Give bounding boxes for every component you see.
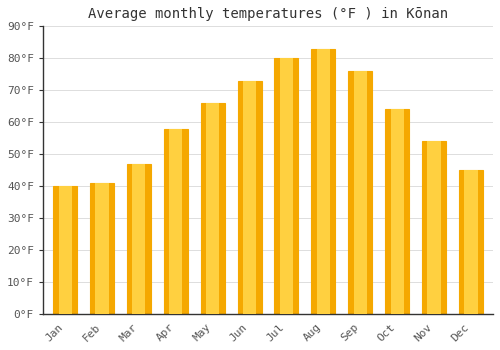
Bar bbox=[354, 71, 367, 314]
Bar bbox=[238, 80, 262, 314]
Bar bbox=[385, 110, 409, 314]
Bar bbox=[206, 103, 220, 314]
Bar bbox=[53, 186, 77, 314]
Bar bbox=[348, 71, 372, 314]
Bar bbox=[390, 110, 404, 314]
Bar bbox=[58, 186, 71, 314]
Bar bbox=[459, 170, 483, 314]
Bar bbox=[422, 141, 446, 314]
Bar bbox=[317, 49, 330, 314]
Bar bbox=[464, 170, 477, 314]
Bar bbox=[164, 128, 188, 314]
Bar bbox=[90, 183, 114, 314]
Bar bbox=[243, 80, 256, 314]
Title: Average monthly temperatures (°F ) in Kōnan: Average monthly temperatures (°F ) in Kō… bbox=[88, 7, 448, 21]
Bar bbox=[169, 128, 182, 314]
Bar bbox=[280, 58, 293, 314]
Bar bbox=[96, 183, 108, 314]
Bar bbox=[274, 58, 298, 314]
Bar bbox=[200, 103, 224, 314]
Bar bbox=[428, 141, 440, 314]
Bar bbox=[127, 164, 151, 314]
Bar bbox=[312, 49, 336, 314]
Bar bbox=[132, 164, 145, 314]
